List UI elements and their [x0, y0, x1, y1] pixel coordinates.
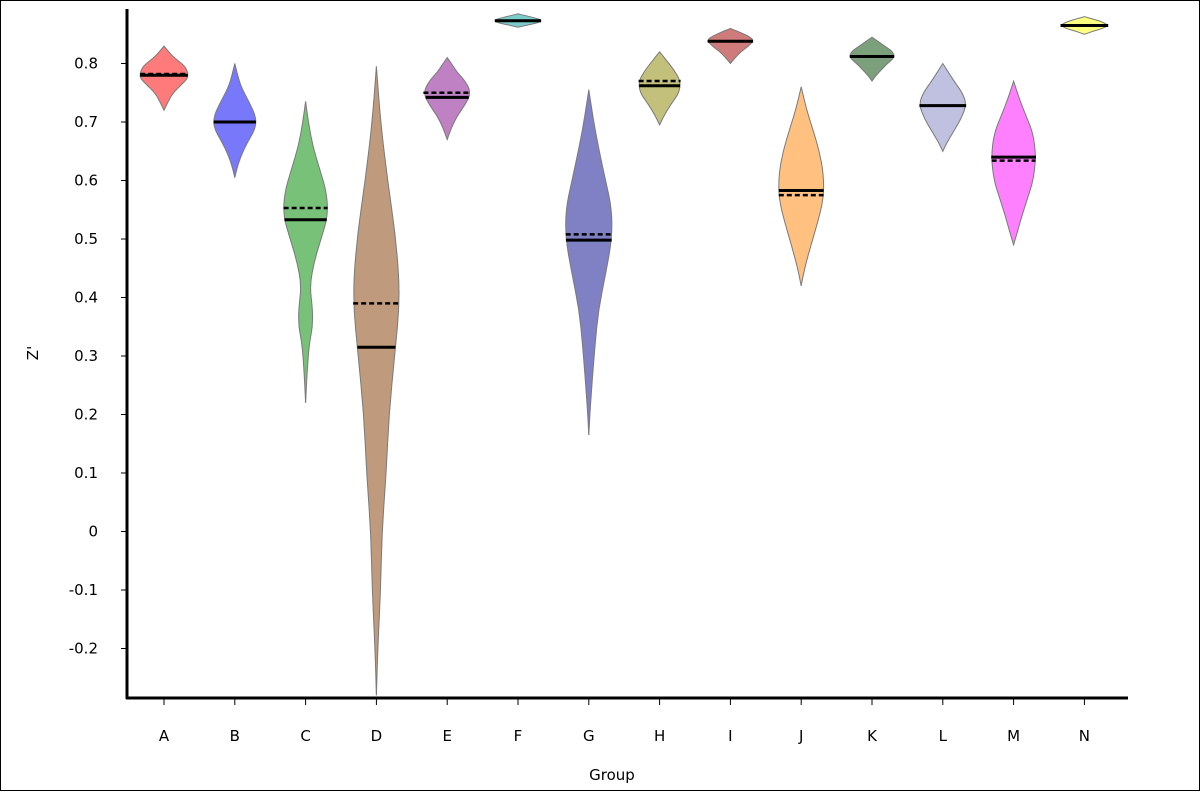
x-tick-label: B	[230, 727, 240, 745]
y-tick-label: 0.7	[74, 113, 98, 131]
violin-body	[283, 101, 328, 403]
y-axis-title: Z'	[24, 346, 42, 360]
violin-group-e	[423, 56, 471, 141]
y-tick-label: 0.2	[74, 406, 98, 424]
violin-body	[919, 62, 966, 153]
violin-group-l	[919, 62, 967, 153]
violin-body	[139, 45, 189, 112]
violin-group-m	[991, 79, 1036, 247]
x-tick-label: G	[583, 727, 595, 745]
violin-group-b	[213, 63, 257, 178]
x-axis-title: Group	[589, 766, 635, 784]
violin-group-i	[707, 27, 754, 65]
violin-body	[778, 86, 825, 286]
violin-group-a	[139, 45, 189, 112]
x-tick-label: N	[1079, 727, 1090, 745]
violin-group-g	[565, 89, 613, 436]
violin-body	[707, 27, 754, 65]
x-tick-label: D	[371, 727, 383, 745]
x-tick-label: J	[798, 727, 803, 745]
y-tick-label: 0.8	[74, 55, 98, 73]
violin-group-k	[849, 36, 895, 82]
y-tick-label: 0	[88, 523, 98, 541]
x-tick-label: I	[728, 727, 732, 745]
x-tick-label: A	[159, 727, 170, 745]
violin-group-d	[353, 66, 400, 696]
x-tick-label: C	[300, 727, 310, 745]
x-tick-label: F	[514, 727, 523, 745]
y-tick-label: 0.5	[74, 230, 98, 248]
violin-group-n	[1060, 16, 1109, 35]
y-tick-label: 0.3	[74, 347, 98, 365]
violin-group-c	[283, 101, 328, 403]
x-tick-label: K	[867, 727, 878, 745]
violin-body	[991, 79, 1036, 247]
y-tick-label: 0.6	[74, 172, 98, 190]
y-axis-ticks: -0.2 -0.1 0 0.1 0.2 0.3 0.4 0.5 0.6 0.7 0.8	[69, 55, 127, 658]
x-tick-label: E	[442, 727, 451, 745]
violin-body	[638, 50, 681, 127]
y-tick-label: -0.1	[69, 581, 98, 599]
x-tick-label: M	[1007, 727, 1020, 745]
y-tick-label: 0.1	[74, 464, 98, 482]
y-tick-label: -0.2	[69, 640, 98, 658]
violin-body	[565, 89, 613, 436]
x-tick-label: H	[654, 727, 665, 745]
violin-body	[849, 36, 895, 82]
x-tick-label: L	[939, 727, 948, 745]
violin-layer	[139, 13, 1109, 696]
violin-group-h	[638, 50, 681, 127]
y-tick-label: 0.4	[74, 289, 98, 307]
violin-group-f	[494, 13, 542, 28]
x-axis-ticks: A B C D E F G H I J K L M N	[159, 699, 1090, 745]
violin-group-j	[778, 86, 825, 286]
violin-body	[353, 66, 400, 696]
